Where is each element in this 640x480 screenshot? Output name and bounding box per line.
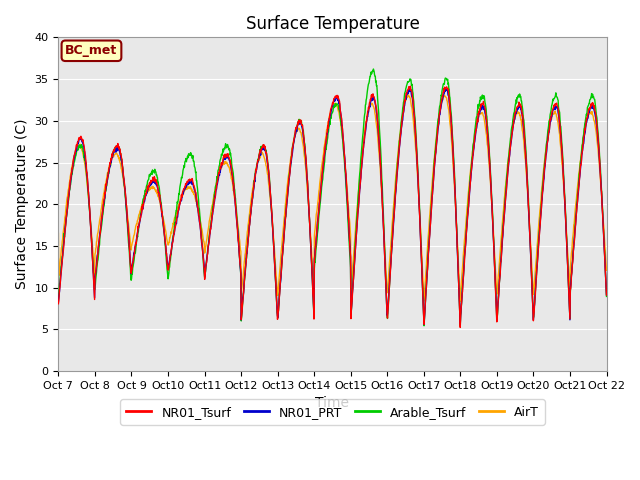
- NR01_PRT: [163, 255, 171, 261]
- NR01_PRT: [490, 241, 497, 247]
- NR01_PRT: [177, 199, 184, 204]
- NR01_PRT: [418, 264, 426, 270]
- NR01_Tsurf: [54, 301, 62, 307]
- NR01_PRT: [406, 86, 414, 92]
- NR01_Tsurf: [163, 260, 171, 265]
- AirT: [404, 92, 412, 98]
- Arable_Tsurf: [418, 264, 426, 270]
- Line: NR01_PRT: NR01_PRT: [58, 89, 607, 324]
- AirT: [54, 230, 62, 236]
- Legend: NR01_Tsurf, NR01_PRT, Arable_Tsurf, AirT: NR01_Tsurf, NR01_PRT, Arable_Tsurf, AirT: [120, 399, 545, 425]
- Line: NR01_Tsurf: NR01_Tsurf: [58, 86, 607, 327]
- Arable_Tsurf: [238, 314, 246, 320]
- AirT: [538, 183, 546, 189]
- AirT: [238, 288, 246, 294]
- Arable_Tsurf: [538, 190, 546, 196]
- NR01_PRT: [238, 310, 246, 315]
- Y-axis label: Surface Temperature (C): Surface Temperature (C): [15, 119, 29, 289]
- NR01_PRT: [603, 292, 611, 298]
- NR01_Tsurf: [538, 193, 546, 199]
- X-axis label: Time: Time: [316, 396, 349, 410]
- NR01_PRT: [54, 299, 62, 305]
- Line: AirT: AirT: [58, 95, 607, 301]
- Arable_Tsurf: [163, 265, 171, 271]
- AirT: [177, 196, 184, 202]
- NR01_Tsurf: [490, 243, 497, 249]
- Arable_Tsurf: [54, 296, 62, 302]
- Text: BC_met: BC_met: [65, 44, 118, 57]
- AirT: [163, 237, 171, 243]
- Arable_Tsurf: [177, 182, 184, 188]
- NR01_Tsurf: [406, 84, 414, 89]
- NR01_PRT: [420, 322, 428, 327]
- Arable_Tsurf: [490, 239, 497, 245]
- Title: Surface Temperature: Surface Temperature: [246, 15, 419, 33]
- AirT: [418, 252, 426, 258]
- NR01_Tsurf: [456, 324, 464, 330]
- NR01_Tsurf: [418, 265, 426, 271]
- Arable_Tsurf: [603, 294, 611, 300]
- Arable_Tsurf: [456, 323, 464, 329]
- AirT: [603, 267, 611, 273]
- Arable_Tsurf: [369, 66, 377, 72]
- NR01_Tsurf: [603, 292, 611, 298]
- NR01_Tsurf: [238, 313, 246, 319]
- NR01_PRT: [538, 196, 546, 202]
- NR01_Tsurf: [177, 199, 184, 205]
- Line: Arable_Tsurf: Arable_Tsurf: [58, 69, 607, 326]
- AirT: [490, 236, 497, 242]
- AirT: [456, 299, 464, 304]
